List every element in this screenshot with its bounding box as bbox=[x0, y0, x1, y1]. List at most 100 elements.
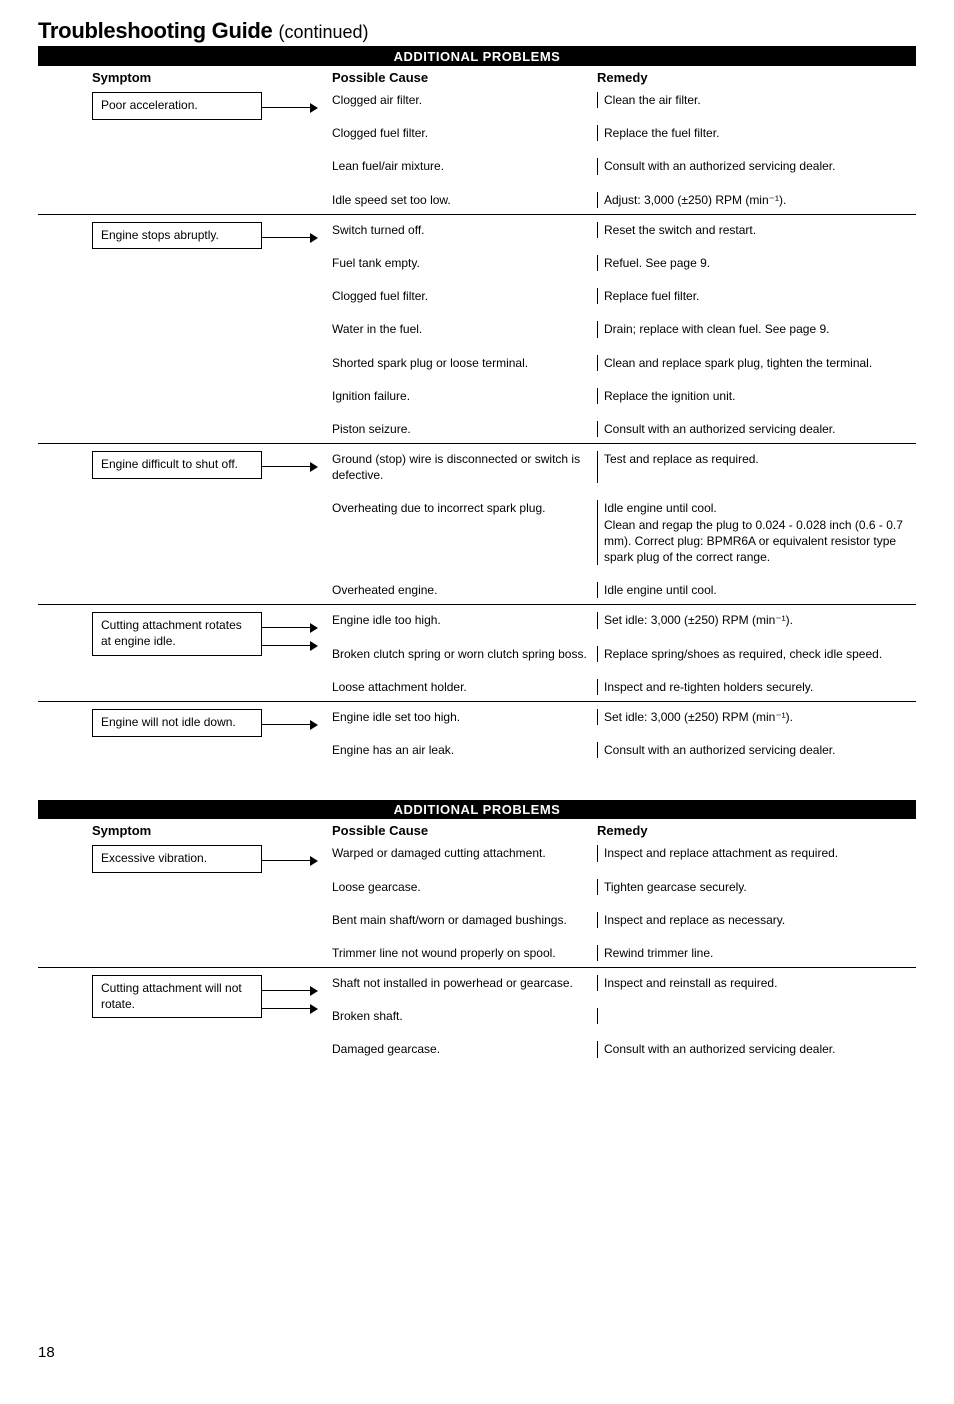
possible-cause: Ignition failure. bbox=[332, 388, 597, 404]
table-row: Broken shaft. bbox=[332, 997, 916, 1030]
column-headers: Symptom Possible Cause Remedy bbox=[38, 819, 916, 838]
cause-remedy-rows: Clogged air filter. Clean the air filter… bbox=[332, 85, 916, 214]
cause-remedy-rows: Ground (stop) wire is disconnected or sw… bbox=[332, 444, 916, 604]
symptom-box: Engine stops abruptly. bbox=[92, 222, 262, 250]
col-cause: Possible Cause bbox=[332, 823, 597, 838]
symptom-cell: Cutting attachment will not rotate. bbox=[92, 968, 332, 1064]
remedy: Set idle: 3,000 (±250) RPM (min⁻¹). bbox=[597, 709, 916, 725]
section-banner: ADDITIONAL PROBLEMS bbox=[38, 47, 916, 66]
possible-cause: Shorted spark plug or loose terminal. bbox=[332, 355, 597, 371]
possible-cause: Overheated engine. bbox=[332, 582, 597, 598]
remedy: Inspect and replace as necessary. bbox=[597, 912, 916, 928]
remedy: Clean and replace spark plug, tighten th… bbox=[597, 355, 916, 371]
symptom-group: Cutting attachment will not rotate. Shaf… bbox=[38, 967, 916, 1064]
possible-cause: Trimmer line not wound properly on spool… bbox=[332, 945, 597, 961]
remedy: Clean the air filter. bbox=[597, 92, 916, 108]
possible-cause: Bent main shaft/worn or damaged bushings… bbox=[332, 912, 597, 928]
table-row: Overheating due to incorrect spark plug.… bbox=[332, 489, 916, 571]
possible-cause: Broken clutch spring or worn clutch spri… bbox=[332, 646, 597, 662]
remedy: Reset the switch and restart. bbox=[597, 222, 916, 238]
table-row: Clogged fuel filter. Replace fuel filter… bbox=[332, 277, 916, 310]
table-row: Clogged air filter. Clean the air filter… bbox=[332, 85, 916, 114]
remedy: Consult with an authorized servicing dea… bbox=[597, 158, 916, 174]
col-symptom: Symptom bbox=[92, 70, 332, 85]
possible-cause: Engine idle set too high. bbox=[332, 709, 597, 725]
remedy: Replace fuel filter. bbox=[597, 288, 916, 304]
possible-cause: Clogged fuel filter. bbox=[332, 288, 597, 304]
possible-cause: Loose attachment holder. bbox=[332, 679, 597, 695]
symptom-box: Engine will not idle down. bbox=[92, 709, 262, 737]
remedy: Inspect and re-tighten holders securely. bbox=[597, 679, 916, 695]
table-row: Water in the fuel. Drain; replace with c… bbox=[332, 310, 916, 343]
table-row: Engine has an air leak. Consult with an … bbox=[332, 731, 916, 764]
page-footer: 18 bbox=[0, 1344, 954, 1404]
possible-cause: Broken shaft. bbox=[332, 1008, 597, 1024]
table-row: Broken clutch spring or worn clutch spri… bbox=[332, 635, 916, 668]
remedy: Consult with an authorized servicing dea… bbox=[597, 742, 916, 758]
symptom-box: Excessive vibration. bbox=[92, 845, 262, 873]
arrow-icon bbox=[262, 986, 318, 996]
page-number: 18 bbox=[38, 1344, 55, 1361]
arrow-icon bbox=[262, 856, 318, 866]
symptom-group: Engine difficult to shut off. Ground (st… bbox=[38, 443, 916, 604]
remedy: Idle engine until cool. bbox=[597, 582, 916, 598]
cause-remedy-rows: Warped or damaged cutting attachment. In… bbox=[332, 838, 916, 967]
arrow-icon bbox=[262, 103, 318, 113]
table-row: Bent main shaft/worn or damaged bushings… bbox=[332, 901, 916, 934]
remedy: Refuel. See page 9. bbox=[597, 255, 916, 271]
possible-cause: Switch turned off. bbox=[332, 222, 597, 238]
remedy: Set idle: 3,000 (±250) RPM (min⁻¹). bbox=[597, 612, 916, 628]
table-row: Shaft not installed in powerhead or gear… bbox=[332, 968, 916, 997]
symptom-box: Engine difficult to shut off. bbox=[92, 451, 262, 479]
symptom-group: Poor acceleration. Clogged air filter. C… bbox=[38, 85, 916, 214]
col-remedy: Remedy bbox=[597, 823, 916, 838]
table-row: Overheated engine. Idle engine until coo… bbox=[332, 571, 916, 604]
symptom-cell: Engine difficult to shut off. bbox=[92, 444, 332, 604]
remedy: Replace spring/shoes as required, check … bbox=[597, 646, 916, 662]
section-banner: ADDITIONAL PROBLEMS bbox=[38, 800, 916, 819]
symptom-cell: Engine will not idle down. bbox=[92, 702, 332, 764]
remedy: Replace the fuel filter. bbox=[597, 125, 916, 141]
symptom-group: Excessive vibration. Warped or damaged c… bbox=[38, 838, 916, 967]
possible-cause: Overheating due to incorrect spark plug. bbox=[332, 500, 597, 565]
cause-remedy-rows: Shaft not installed in powerhead or gear… bbox=[332, 968, 916, 1064]
table-row: Ignition failure. Replace the ignition u… bbox=[332, 377, 916, 410]
arrow-icon bbox=[262, 720, 318, 730]
symptom-group: Engine stops abruptly. Switch turned off… bbox=[38, 214, 916, 443]
symptom-cell: Engine stops abruptly. bbox=[92, 215, 332, 443]
remedy bbox=[597, 1008, 916, 1024]
table-row: Trimmer line not wound properly on spool… bbox=[332, 934, 916, 967]
table-row: Clogged fuel filter. Replace the fuel fi… bbox=[332, 114, 916, 147]
symptom-box: Cutting attachment rotates at engine idl… bbox=[92, 612, 262, 655]
possible-cause: Idle speed set too low. bbox=[332, 192, 597, 208]
table-row: Damaged gearcase. Consult with an author… bbox=[332, 1030, 916, 1063]
remedy: Consult with an authorized servicing dea… bbox=[597, 421, 916, 437]
remedy: Consult with an authorized servicing dea… bbox=[597, 1041, 916, 1057]
col-symptom: Symptom bbox=[92, 823, 332, 838]
symptom-box: Cutting attachment will not rotate. bbox=[92, 975, 262, 1018]
remedy: Replace the ignition unit. bbox=[597, 388, 916, 404]
possible-cause: Piston seizure. bbox=[332, 421, 597, 437]
table-row: Loose attachment holder. Inspect and re-… bbox=[332, 668, 916, 701]
page-title-continued: (continued) bbox=[278, 22, 368, 43]
table-row: Fuel tank empty. Refuel. See page 9. bbox=[332, 244, 916, 277]
table-row: Engine idle set too high. Set idle: 3,00… bbox=[332, 702, 916, 731]
cause-remedy-rows: Engine idle too high. Set idle: 3,000 (±… bbox=[332, 605, 916, 701]
troubleshooting-table: Symptom Possible Cause Remedy Excessive … bbox=[38, 819, 916, 1063]
table-row: Switch turned off. Reset the switch and … bbox=[332, 215, 916, 244]
symptom-box: Poor acceleration. bbox=[92, 92, 262, 120]
cause-remedy-rows: Switch turned off. Reset the switch and … bbox=[332, 215, 916, 443]
possible-cause: Clogged fuel filter. bbox=[332, 125, 597, 141]
arrow-icon bbox=[262, 233, 318, 243]
symptom-group: Cutting attachment rotates at engine idl… bbox=[38, 604, 916, 701]
possible-cause: Loose gearcase. bbox=[332, 879, 597, 895]
remedy: Inspect and replace attachment as requir… bbox=[597, 845, 916, 861]
arrow-icon bbox=[262, 641, 318, 651]
table-row: Ground (stop) wire is disconnected or sw… bbox=[332, 444, 916, 489]
cause-remedy-rows: Engine idle set too high. Set idle: 3,00… bbox=[332, 702, 916, 764]
remedy: Drain; replace with clean fuel. See page… bbox=[597, 321, 916, 337]
table-row: Shorted spark plug or loose terminal. Cl… bbox=[332, 344, 916, 377]
possible-cause: Warped or damaged cutting attachment. bbox=[332, 845, 597, 861]
col-cause: Possible Cause bbox=[332, 70, 597, 85]
page-header: Troubleshooting Guide (continued) bbox=[0, 18, 954, 44]
